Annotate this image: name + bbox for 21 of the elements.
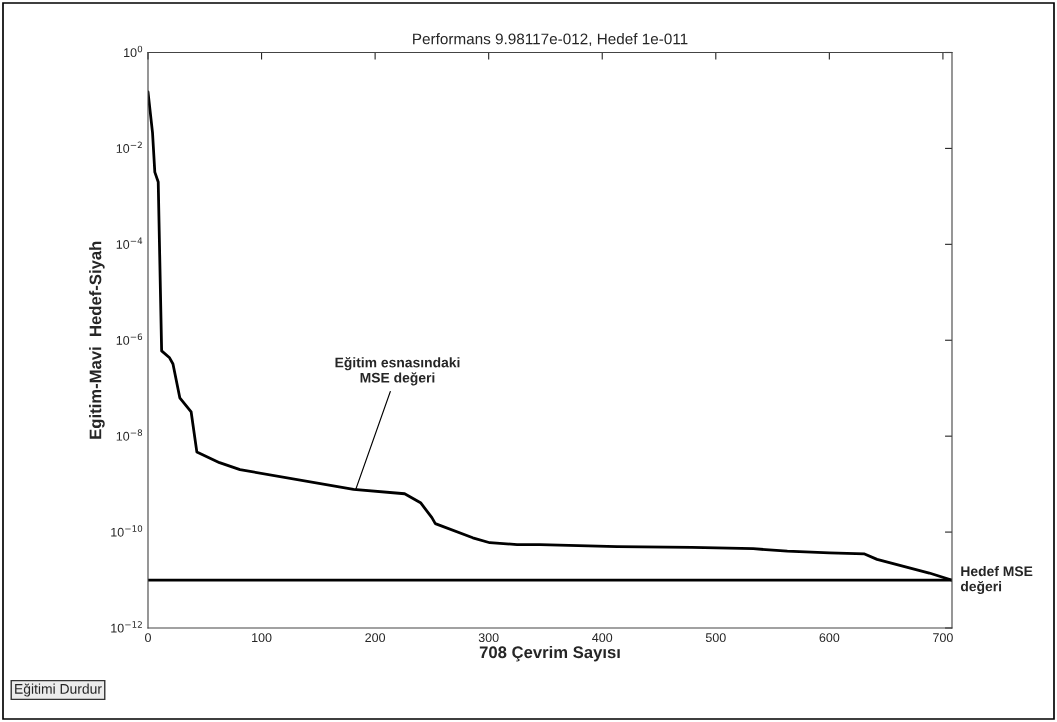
x-tick-label: 700	[933, 633, 953, 643]
y-tick-label: 10$^{−10}$	[111, 525, 143, 537]
y-tick-label: 10$^{0}$	[124, 45, 143, 58]
x-axis-title: 708 Çevrim Sayısı	[479, 645, 620, 662]
y-axis-title: Egitim-Mavi Hedef-Siyah	[89, 241, 105, 439]
y-tick-label: 10$^{−6}$	[116, 333, 143, 345]
x-tick-label: 400	[592, 633, 613, 643]
annotation: Eğitim esnasındaki MSE değeri	[335, 357, 460, 386]
x-tick-label: 200	[365, 633, 386, 643]
ref-line-label: Hedef MSE değeri	[960, 565, 1033, 595]
y-tick-label: 10$^{−12}$	[111, 621, 142, 633]
y-tick-label: 10$^{−8}$	[116, 429, 143, 441]
x-tick-label: 500	[705, 633, 726, 643]
chart-title: Performans 9.98117e-012, Hedef 1e-011	[413, 33, 688, 47]
x-tick-label: 300	[478, 633, 499, 643]
y-tick-label: 10$^{−4}$	[116, 237, 143, 249]
x-tick-label: 0	[145, 633, 151, 643]
y-tick-label: 10$^{−2}$	[116, 141, 142, 153]
x-tick-label: 600	[819, 633, 840, 643]
text: Eğitimi Durdur	[15, 683, 102, 697]
x-tick-label: 100	[252, 633, 272, 643]
